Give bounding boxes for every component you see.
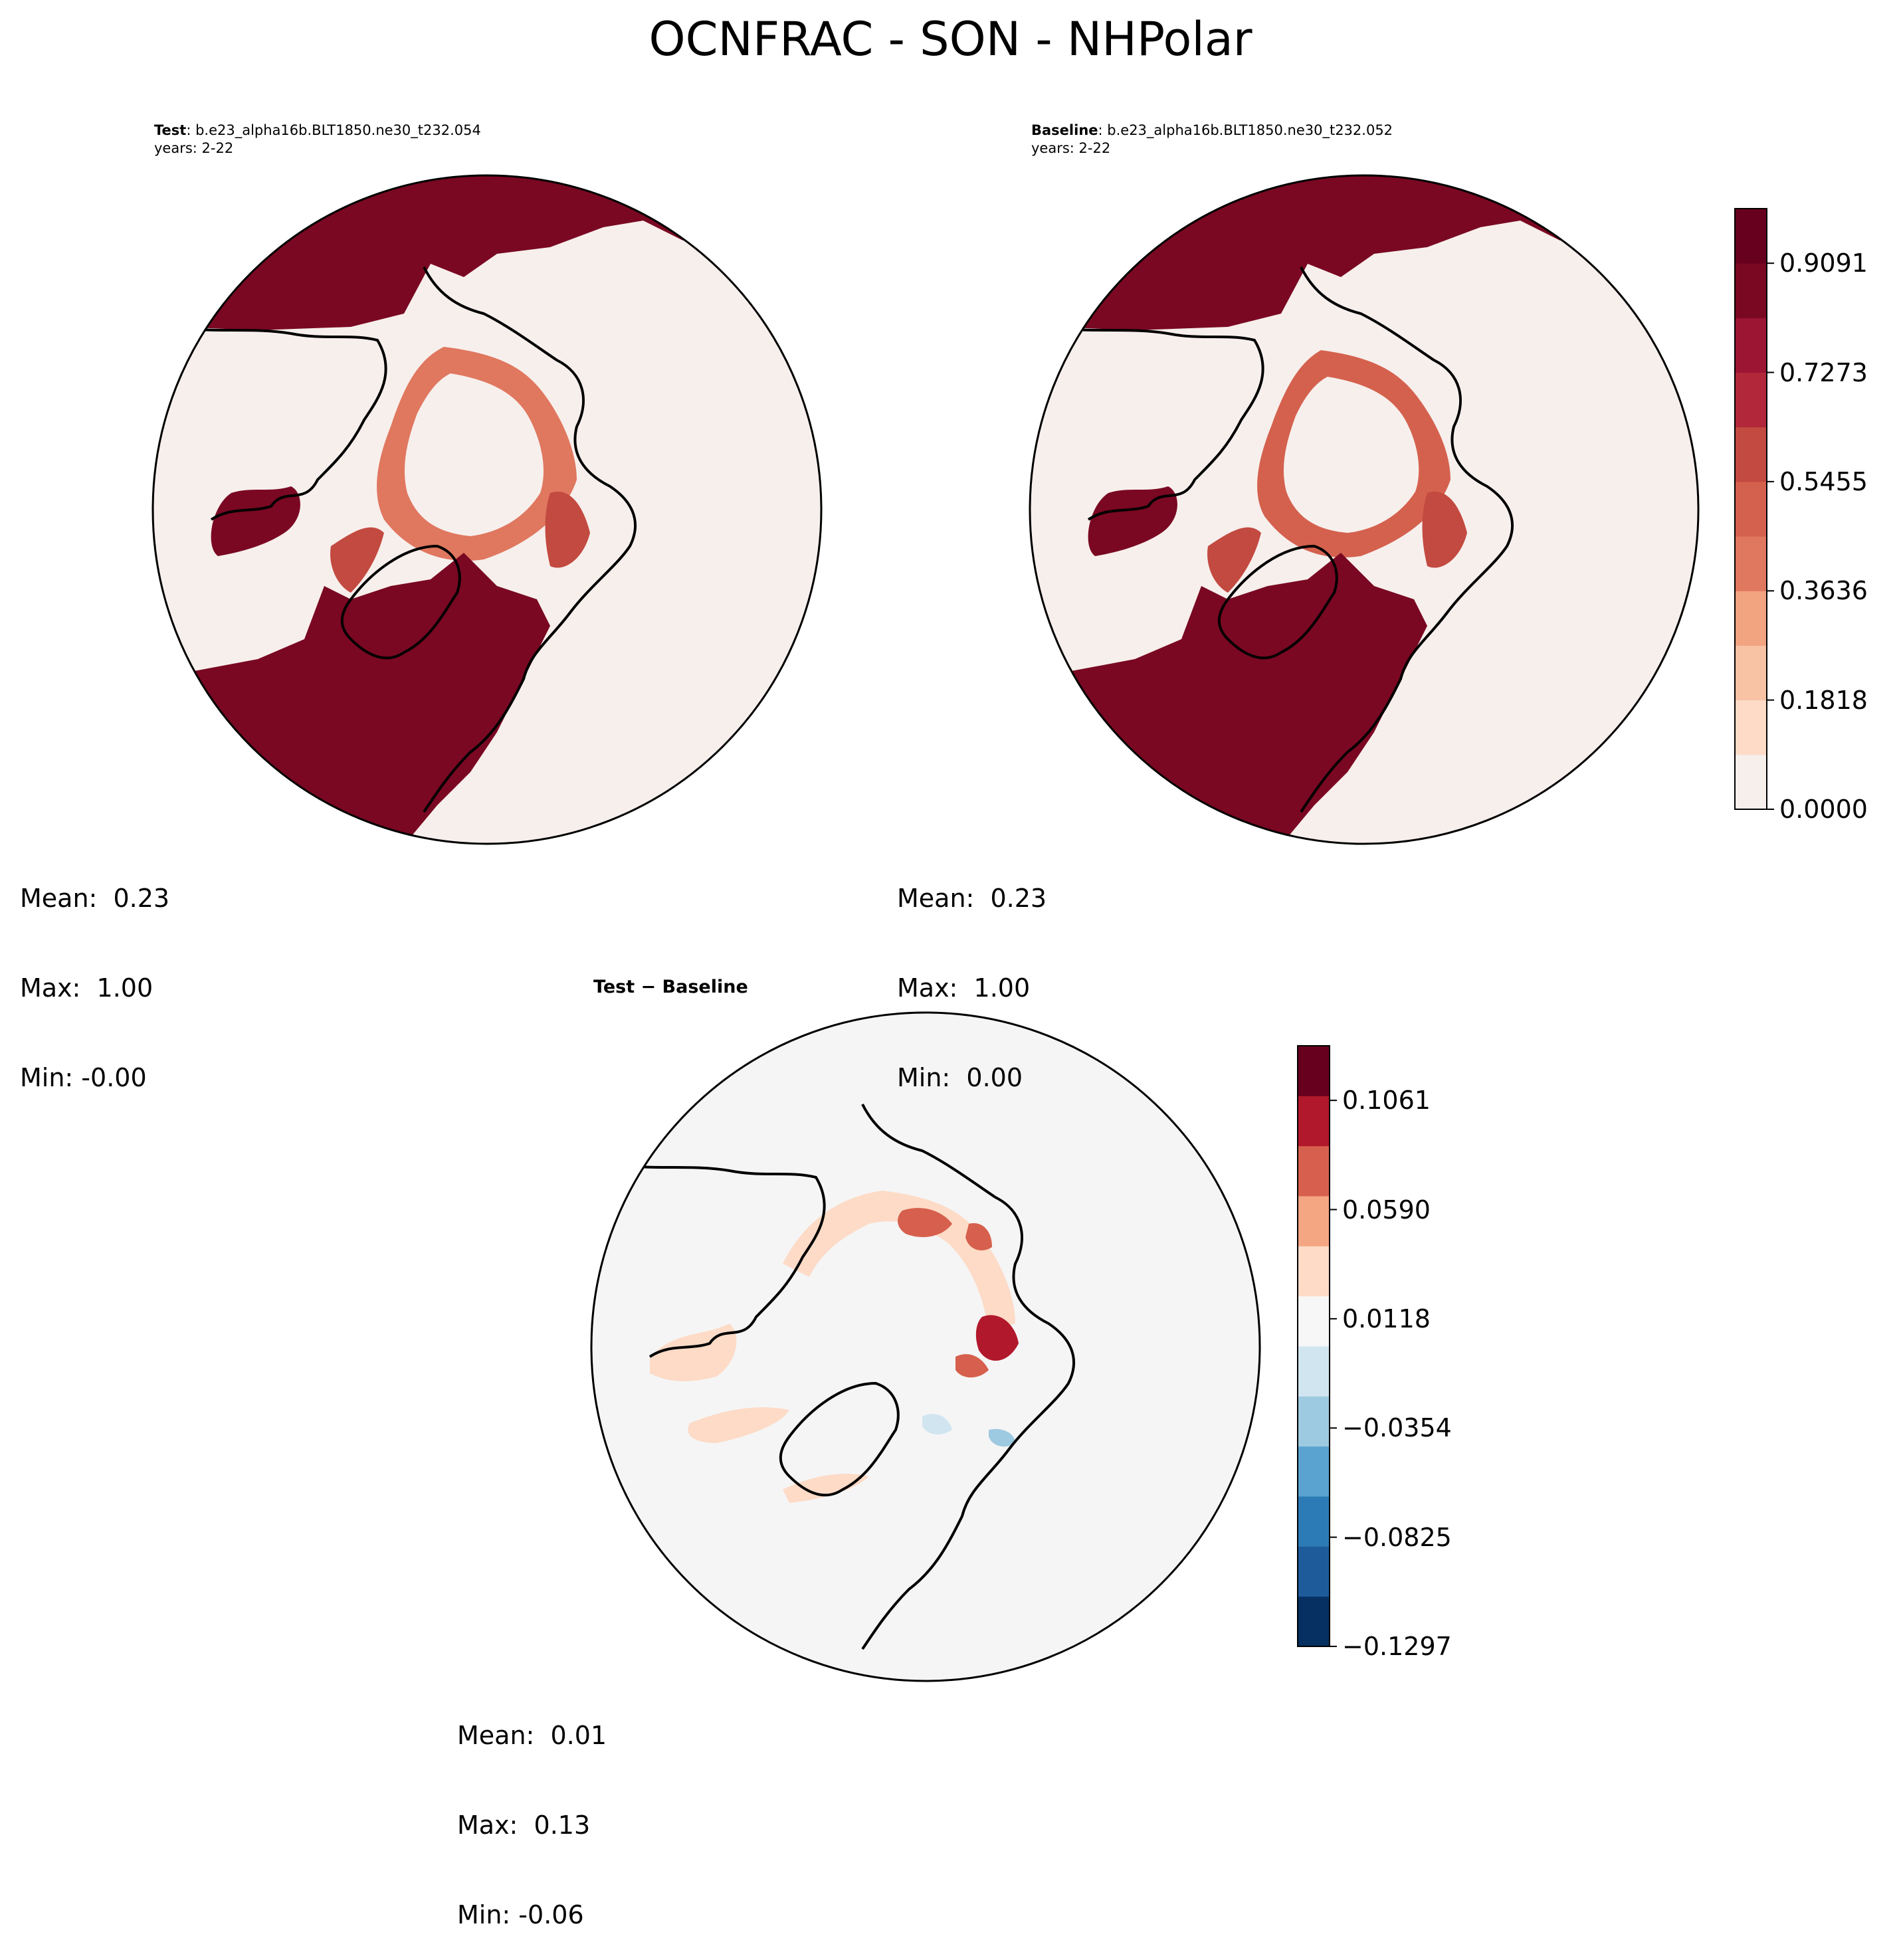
positive-anomaly-patch: [783, 1474, 869, 1503]
colorbar-tick-label: 0.0000: [1779, 795, 1868, 824]
greenland-coast: [779, 1381, 900, 1497]
diff-title: Test − Baseline: [593, 977, 748, 997]
test-mean: Mean: 0.23: [20, 884, 170, 913]
diff-mean: Mean: 0.01: [457, 1721, 607, 1750]
colorbar-tick-label: 0.3636: [1779, 576, 1868, 606]
colorbar-tick-label: 0.7273: [1779, 357, 1868, 387]
colorbar-cell: [1298, 1346, 1330, 1397]
colorbar-cell: [1298, 1446, 1330, 1497]
colorbar-tick-label: −0.0354: [1342, 1413, 1452, 1443]
colorbar-cell: [1735, 209, 1767, 264]
colorbar-tick-label: 0.1818: [1779, 685, 1868, 715]
colorbar-cell: [1298, 1296, 1330, 1347]
figure-title: OCNFRAC - SON - NHPolar: [649, 12, 1252, 66]
greenland-coast: [1217, 544, 1338, 660]
diff-min: Min: -0.06: [457, 1900, 584, 1929]
baseline-label: Baseline: [1031, 122, 1098, 138]
colorbar-cell: [1735, 754, 1767, 810]
colorbar-cell: [1298, 1145, 1330, 1197]
colorbar-cell: [1735, 427, 1767, 482]
positive-anomaly-patch: [898, 1208, 952, 1237]
baseline-map: [1029, 174, 1700, 845]
colorbar-cell: [1298, 1046, 1330, 1096]
diff-stats: Mean: 0.01 Max: 0.13 Min: -0.06: [457, 1661, 607, 1960]
baseline-mean: Mean: 0.23: [897, 884, 1047, 913]
baseline-map-border: [1029, 174, 1700, 845]
baseline-min: Min: 0.00: [897, 1063, 1023, 1092]
colorbar-tick-label: 0.5455: [1779, 466, 1868, 496]
colorbar-cell: [1735, 318, 1767, 373]
arctic-ocean: [1283, 377, 1419, 533]
colorbar-cell: [1298, 1496, 1330, 1547]
top-colorbar-cells: [1735, 209, 1767, 810]
baseline-years: years: 2-22: [1031, 140, 1111, 156]
colorbar-tick-label: 0.1061: [1342, 1086, 1431, 1116]
barents-sea: [545, 492, 590, 568]
test-map: [151, 174, 823, 845]
colorbar-cell: [1735, 481, 1767, 537]
baffin-bay: [330, 527, 384, 593]
hudson-bay: [1088, 486, 1177, 556]
baseline-subtitle: Baseline: b.e23_alpha16b.BLT1850.ne30_t2…: [1031, 122, 1393, 157]
positive-anomaly-patch: [965, 1223, 992, 1250]
baseline-stats: Mean: 0.23 Max: 1.00 Min: 0.00: [897, 824, 1047, 1123]
negative-anomaly-patch: [989, 1428, 1015, 1447]
greenland-coast: [340, 544, 461, 660]
colorbar-cell: [1298, 1246, 1330, 1297]
diff-colorbar-ticks: [1330, 1100, 1337, 1647]
colorbar-cell: [1735, 700, 1767, 755]
colorbar-cell: [1735, 536, 1767, 591]
test-label: Test: [154, 122, 187, 138]
colorbar-tick-label: 0.0590: [1342, 1195, 1431, 1225]
eurasia-coast: [423, 266, 637, 813]
colorbar-cell: [1735, 263, 1767, 318]
colorbar-tick-label: 0.9091: [1779, 248, 1868, 278]
positive-anomaly-ring: [783, 1191, 1015, 1330]
test-min: Min: -0.00: [20, 1063, 147, 1092]
diff-colorbar-labels: 0.1061 0.0590 0.0118 −0.0354 −0.0825 −0.1297: [1342, 1045, 1508, 1661]
north-america-coast: [616, 1163, 826, 1358]
colorbar-cell: [1298, 1396, 1330, 1447]
north-america-coast: [1054, 326, 1264, 521]
north-america-coast: [177, 326, 387, 521]
negative-anomaly-patch: [922, 1414, 952, 1434]
colorbar-cell: [1735, 591, 1767, 646]
colorbar-cell: [1298, 1546, 1330, 1597]
diff-map: [590, 1011, 1261, 1682]
hudson-bay: [211, 486, 300, 556]
top-colorbar-labels: 0.9091 0.7273 0.5455 0.3636 0.1818 0.0000: [1779, 208, 1899, 824]
test-max: Max: 1.00: [20, 973, 153, 1003]
positive-anomaly-patch: [955, 1354, 989, 1378]
test-years: years: 2-22: [154, 140, 234, 156]
top-colorbar-frame: [1734, 208, 1767, 810]
diff-map-border: [590, 1011, 1261, 1682]
test-subtitle: Test: b.e23_alpha16b.BLT1850.ne30_t232.0…: [154, 122, 481, 157]
colorbar-tick-label: −0.1297: [1342, 1632, 1452, 1661]
baseline-max: Max: 1.00: [897, 973, 1031, 1003]
positive-anomaly-patch: [688, 1407, 789, 1443]
positive-anomaly-patch: [975, 1315, 1019, 1361]
barents-sea: [1422, 492, 1467, 568]
diff-colorbar-frame: [1297, 1045, 1330, 1647]
arctic-ocean: [404, 373, 544, 536]
diff-colorbar: [1297, 1045, 1337, 1647]
eurasia-coast: [1300, 266, 1514, 813]
colorbar-cell: [1298, 1196, 1330, 1246]
diff-colorbar-cells: [1298, 1046, 1330, 1647]
baffin-bay: [1207, 527, 1261, 593]
colorbar-tick-label: −0.0825: [1342, 1522, 1452, 1552]
colorbar-cell: [1298, 1596, 1330, 1647]
test-map-border: [151, 174, 823, 845]
colorbar-cell: [1735, 372, 1767, 428]
top-colorbar: [1734, 208, 1774, 810]
colorbar-tick-label: 0.0118: [1342, 1304, 1431, 1333]
test-case-name: : b.e23_alpha16b.BLT1850.ne30_t232.054: [186, 122, 481, 138]
eurasia-coast: [861, 1104, 1076, 1650]
colorbar-cell: [1298, 1096, 1330, 1147]
top-colorbar-ticks: [1767, 262, 1774, 810]
baseline-case-name: : b.e23_alpha16b.BLT1850.ne30_t232.052: [1098, 122, 1393, 138]
test-stats: Mean: 0.23 Max: 1.00 Min: -0.00: [20, 824, 169, 1123]
colorbar-cell: [1735, 645, 1767, 701]
diff-max: Max: 0.13: [457, 1811, 591, 1840]
